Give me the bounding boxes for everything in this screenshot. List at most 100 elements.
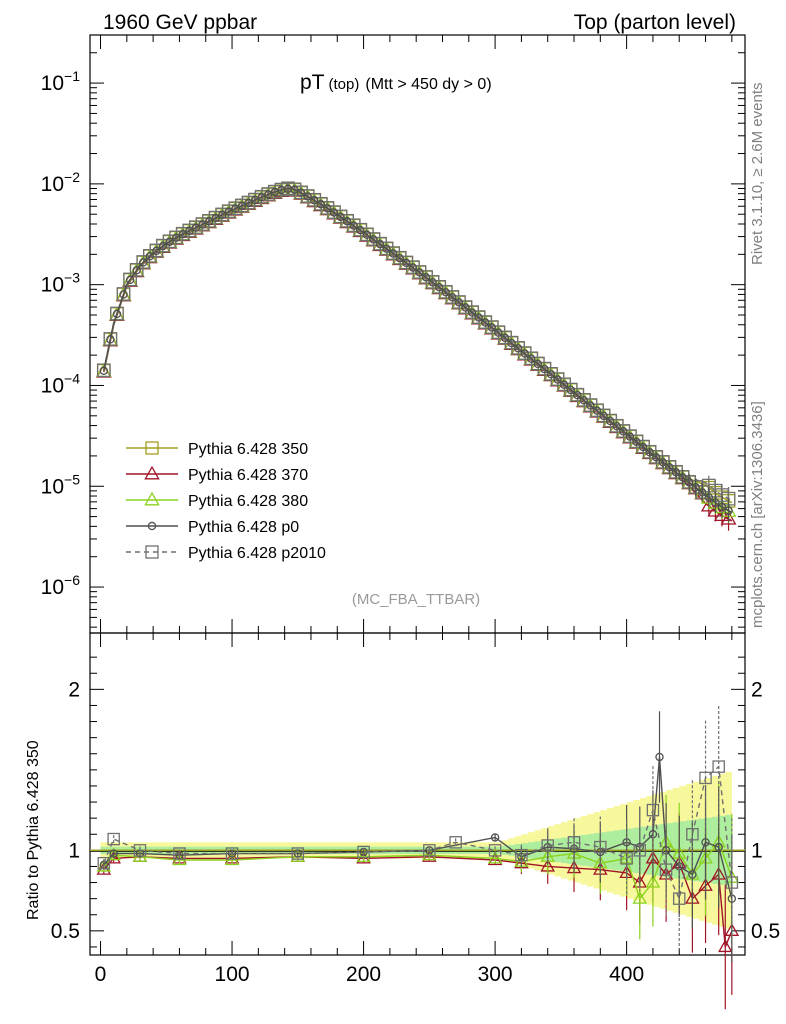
- data-point: [454, 298, 464, 307]
- data-point: [684, 478, 694, 487]
- data-point: [487, 323, 497, 332]
- main-y-tick-exponent: −6: [64, 572, 80, 588]
- data-point: [382, 244, 391, 254]
- data-point: [152, 246, 161, 256]
- data-point: [421, 273, 431, 282]
- data-point: [375, 239, 385, 249]
- data-point: [165, 237, 174, 246]
- data-point: [540, 364, 549, 374]
- ratio-point: [422, 847, 437, 861]
- data-point: [520, 349, 529, 358]
- ratio-panel-marks: [90, 705, 745, 1010]
- data-point: [586, 401, 595, 410]
- header-left: 1960 GeV ppbar: [103, 11, 257, 34]
- ratio-plot-border: [89, 632, 746, 956]
- data-point: [711, 498, 720, 507]
- ratio-point: [490, 833, 500, 842]
- main-y-tick-label: 10−3: [41, 270, 81, 297]
- data-point: [665, 463, 674, 472]
- main-y-tick-mantissa: 10: [41, 475, 64, 498]
- series-3-main: [99, 184, 733, 523]
- data-point: [441, 288, 450, 297]
- data-point: [707, 502, 724, 517]
- data-point: [467, 308, 477, 317]
- ratio-y-tick-label-right: 2: [751, 678, 763, 701]
- ratio-x-tick-label: 200: [346, 963, 381, 986]
- legend-label: Pythia 6.428 p2010: [188, 545, 326, 562]
- legend-entry: Pythia 6.428 370: [126, 465, 308, 484]
- ratio-y-tick-label-right: 1: [751, 839, 763, 862]
- data-point: [428, 278, 437, 287]
- ratio-y-tick-label-left: 1: [68, 839, 80, 862]
- ratio-series-3: [97, 705, 739, 950]
- data-point: [691, 483, 700, 492]
- main-panel-frame: 10−110−210−310−410−510−6: [41, 34, 746, 634]
- main-y-tick-exponent: −3: [64, 270, 80, 286]
- data-point: [408, 263, 418, 272]
- data-point: [112, 309, 122, 319]
- main-y-tick-label: 10−1: [41, 68, 81, 95]
- data-point: [290, 185, 299, 194]
- ratio-series-line: [103, 765, 733, 901]
- data-point: [303, 192, 312, 201]
- data-point: [145, 252, 155, 261]
- chart-title-rest: (Mtt > 450 dy > 0): [365, 76, 491, 93]
- main-y-tick-exponent: −5: [64, 471, 80, 487]
- data-point: [185, 226, 194, 236]
- data-point: [461, 303, 470, 312]
- ratio-point: [620, 852, 633, 865]
- legend-marker: [145, 441, 159, 455]
- legend-label: Pythia 6.428 380: [188, 493, 308, 510]
- ratio-point: [291, 847, 305, 860]
- data-point: [119, 290, 128, 299]
- data-point: [171, 233, 181, 243]
- data-point: [612, 421, 621, 431]
- main-y-tick-label: 10−5: [41, 471, 81, 498]
- main-panel-marks: [95, 180, 737, 531]
- data-point: [415, 268, 424, 277]
- data-point: [474, 313, 483, 322]
- data-point: [658, 458, 668, 467]
- legend-marker: [144, 491, 160, 506]
- ratio-panel-frame: 0 100 200 300 400 0.5 0.5 1 1 2 2: [51, 632, 780, 986]
- ratio-point: [515, 848, 528, 862]
- data-point: [720, 510, 737, 525]
- ratio-x-tick-label: 300: [478, 963, 513, 986]
- ratio-point: [659, 863, 673, 876]
- data-point: [481, 318, 490, 327]
- ratio-point: [594, 840, 607, 854]
- main-y-tick-exponent: −1: [64, 68, 80, 84]
- data-point: [99, 366, 109, 375]
- data-point: [704, 493, 714, 502]
- data-point: [632, 437, 641, 447]
- ratio-point: [357, 845, 370, 859]
- ratio-y-axis-label: Ratio to Pythia 6.428 350: [25, 740, 42, 920]
- data-point: [579, 396, 589, 405]
- data-point: [678, 473, 687, 482]
- data-point: [494, 328, 503, 337]
- data-point: [103, 332, 118, 346]
- legend-marker: [147, 521, 157, 531]
- data-point: [599, 411, 608, 421]
- legend-marker: [144, 465, 160, 480]
- data-point: [388, 249, 398, 258]
- ratio-point: [449, 836, 462, 849]
- legend-label: Pythia 6.428 370: [188, 467, 308, 484]
- series-line: [103, 187, 733, 514]
- legend: Pythia 6.428 350 Pythia 6.428 370 Pythia 6…: [126, 441, 326, 562]
- ratio-point: [701, 838, 710, 847]
- legend-entry: Pythia 6.428 p0: [126, 519, 299, 536]
- data-point: [717, 502, 727, 512]
- data-point: [395, 253, 404, 263]
- main-y-tick-label: 10−2: [41, 169, 81, 196]
- data-point: [559, 380, 569, 389]
- data-point: [336, 212, 345, 222]
- data-point: [139, 258, 148, 267]
- ratio-point: [107, 832, 120, 846]
- chart-title-main: pT: [300, 71, 325, 94]
- ratio-point: [686, 828, 699, 841]
- legend-label: Pythia 6.428 p0: [188, 519, 299, 536]
- legend-entry: Pythia 6.428 350: [126, 441, 308, 458]
- mcplots-label: mcplots.cern.ch [arXiv:1306.3436]: [749, 401, 766, 628]
- data-point: [724, 506, 733, 515]
